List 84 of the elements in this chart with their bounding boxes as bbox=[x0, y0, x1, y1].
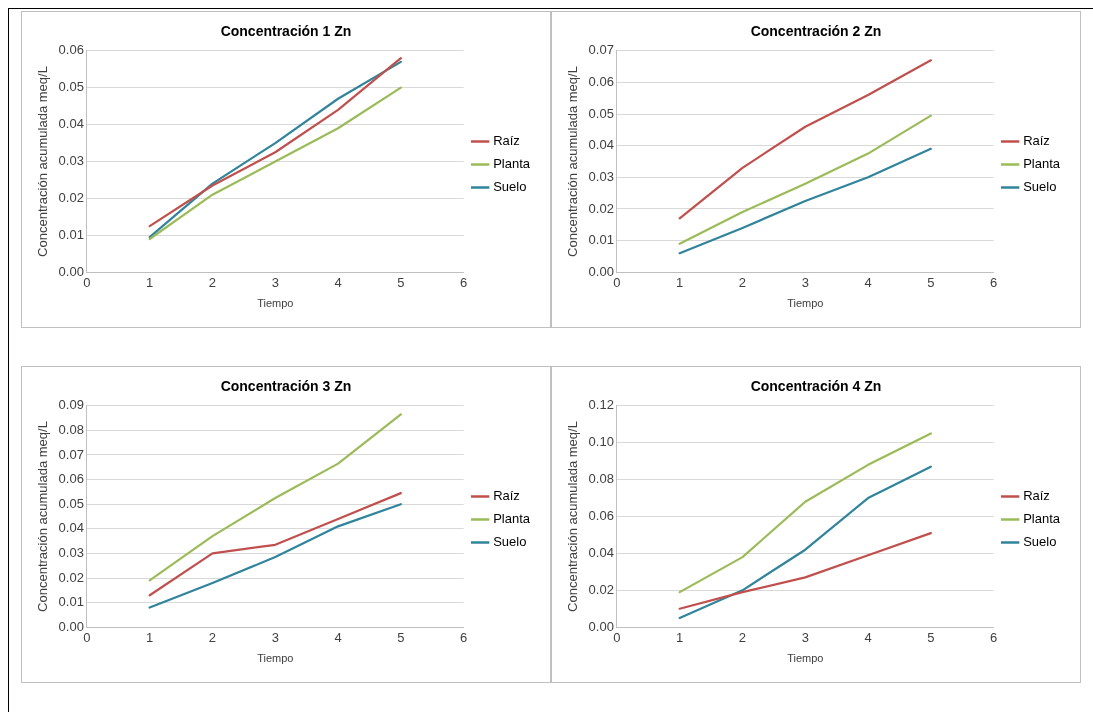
x-tick-label: 2 bbox=[738, 274, 747, 290]
y-tick-label: 0.04 bbox=[58, 116, 84, 132]
x-tick-label: 6 bbox=[990, 629, 998, 645]
legend-label: Raíz bbox=[1023, 133, 1050, 149]
x-tick-label: 4 bbox=[864, 274, 872, 290]
x-tick-label: 6 bbox=[460, 274, 468, 290]
y-tick-label: 0.01 bbox=[58, 594, 84, 610]
x-tick-label: 3 bbox=[271, 629, 279, 645]
legend-label: Planta bbox=[1023, 511, 1061, 527]
y-tick-label: 0.10 bbox=[588, 434, 614, 450]
y-tick-label: 0.02 bbox=[588, 200, 614, 216]
x-tick-label: 1 bbox=[146, 629, 154, 645]
x-tick-label: 5 bbox=[397, 274, 405, 290]
x-tick-label: 4 bbox=[864, 629, 872, 645]
chart-title: Concentración 4 Zn bbox=[750, 378, 882, 395]
y-tick-label: 0.06 bbox=[58, 42, 84, 58]
x-tick-label: 0 bbox=[83, 629, 91, 645]
legend-label: Planta bbox=[493, 511, 531, 527]
chart-title: Concentración 2 Zn bbox=[750, 23, 882, 40]
x-tick-label: 4 bbox=[334, 629, 342, 645]
y-axis-title: Concentración acumulada meq/L bbox=[565, 421, 581, 612]
x-tick-label: 1 bbox=[676, 274, 684, 290]
y-tick-label: 0.05 bbox=[58, 495, 84, 511]
x-tick-label: 3 bbox=[271, 274, 279, 290]
legend-label: Planta bbox=[1023, 156, 1061, 172]
y-tick-label: 0.09 bbox=[58, 397, 84, 413]
x-axis-title: Tiempo bbox=[257, 652, 294, 665]
y-tick-label: 0.12 bbox=[588, 397, 614, 413]
y-tick-label: 0.04 bbox=[588, 544, 614, 560]
y-tick-label: 0.02 bbox=[58, 569, 84, 585]
legend-label: Raíz bbox=[493, 488, 520, 504]
x-tick-label: 5 bbox=[927, 629, 935, 645]
x-tick-label: 5 bbox=[397, 629, 405, 645]
y-axis-title: Concentración acumulada meq/L bbox=[35, 421, 51, 612]
legend-label: Suelo bbox=[493, 179, 527, 195]
chart-title: Concentración 3 Zn bbox=[220, 378, 352, 395]
y-tick-label: 0.06 bbox=[58, 471, 84, 487]
y-tick-label: 0.05 bbox=[588, 105, 614, 121]
legend-label: Planta bbox=[493, 156, 531, 172]
x-tick-label: 3 bbox=[801, 274, 809, 290]
y-tick-label: 0.07 bbox=[588, 42, 614, 58]
y-tick-label: 0.02 bbox=[58, 189, 84, 205]
y-tick-label: 0.00 bbox=[58, 263, 84, 279]
y-tick-label: 0.03 bbox=[58, 153, 84, 169]
y-tick-label: 0.01 bbox=[588, 232, 614, 248]
x-tick-label: 2 bbox=[208, 629, 217, 645]
x-tick-label: 3 bbox=[801, 629, 809, 645]
y-tick-label: 0.06 bbox=[588, 74, 614, 90]
x-tick-label: 1 bbox=[676, 629, 684, 645]
y-tick-label: 0.06 bbox=[588, 508, 614, 524]
x-tick-label: 6 bbox=[990, 274, 998, 290]
y-axis-title: Concentración acumulada meq/L bbox=[35, 66, 51, 257]
y-tick-label: 0.07 bbox=[58, 446, 84, 462]
x-axis-title: Tiempo bbox=[257, 297, 294, 310]
legend-label: Suelo bbox=[1023, 534, 1057, 550]
y-axis-title: Concentración acumulada meq/L bbox=[565, 66, 581, 257]
x-tick-label: 0 bbox=[83, 274, 91, 290]
y-tick-label: 0.01 bbox=[58, 226, 84, 242]
x-axis-title: Tiempo bbox=[787, 652, 824, 665]
y-tick-label: 0.03 bbox=[588, 168, 614, 184]
y-tick-label: 0.00 bbox=[588, 618, 614, 634]
x-tick-label: 6 bbox=[460, 629, 468, 645]
x-tick-label: 0 bbox=[613, 629, 621, 645]
y-tick-label: 0.00 bbox=[588, 263, 614, 279]
x-tick-label: 5 bbox=[927, 274, 935, 290]
legend-label: Raíz bbox=[493, 133, 520, 149]
y-tick-label: 0.04 bbox=[58, 520, 84, 536]
y-tick-label: 0.02 bbox=[588, 581, 614, 597]
chart-title: Concentración 1 Zn bbox=[220, 23, 352, 40]
x-tick-label: 0 bbox=[613, 274, 621, 290]
legend-label: Raíz bbox=[1023, 488, 1050, 504]
y-tick-label: 0.03 bbox=[58, 544, 84, 560]
y-tick-label: 0.08 bbox=[588, 471, 614, 487]
y-tick-label: 0.00 bbox=[58, 618, 84, 634]
y-tick-label: 0.08 bbox=[58, 421, 84, 437]
y-tick-label: 0.05 bbox=[58, 79, 84, 95]
x-tick-label: 2 bbox=[208, 274, 217, 290]
x-axis-title: Tiempo bbox=[787, 297, 824, 310]
y-tick-label: 0.04 bbox=[588, 137, 614, 153]
legend-label: Suelo bbox=[1023, 179, 1057, 195]
x-tick-label: 2 bbox=[738, 629, 747, 645]
legend-label: Suelo bbox=[493, 534, 527, 550]
x-tick-label: 4 bbox=[334, 274, 342, 290]
x-tick-label: 1 bbox=[146, 274, 154, 290]
